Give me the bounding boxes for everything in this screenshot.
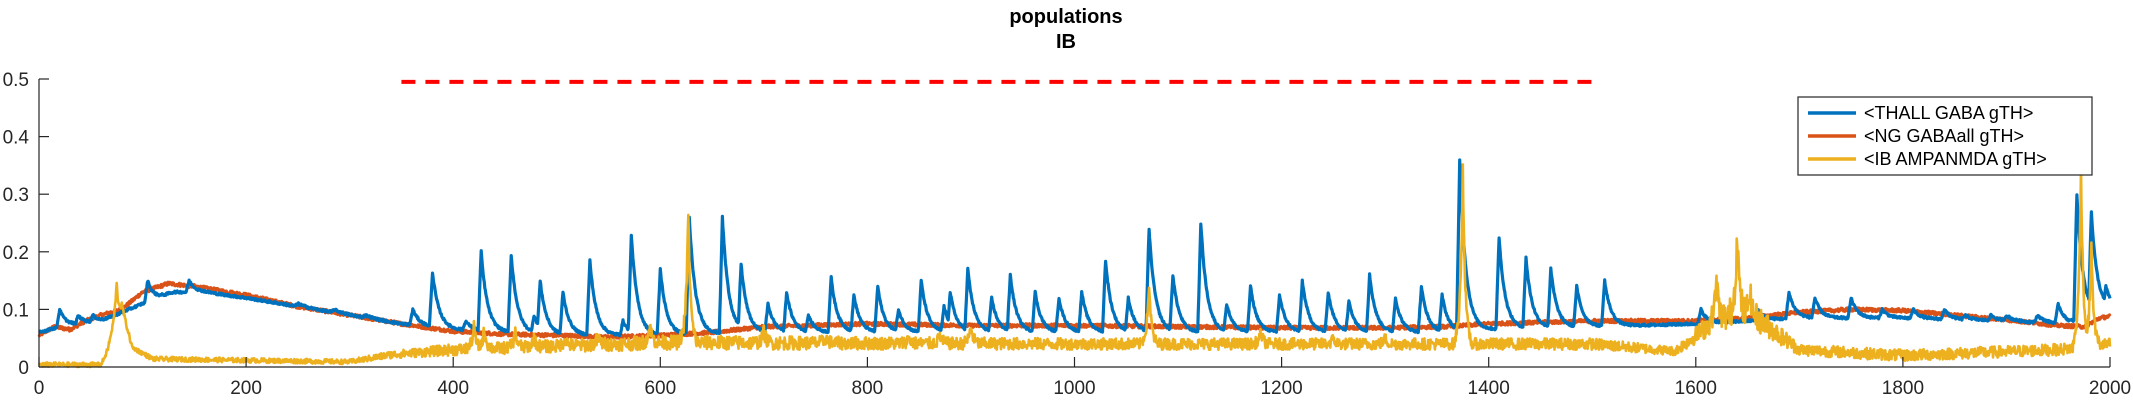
- x-tick-label: 2000: [2089, 378, 2131, 399]
- y-tick-label: 0.2: [3, 243, 29, 264]
- y-tick-label: 0.1: [3, 300, 29, 321]
- y-tick-label: 0.5: [3, 70, 29, 91]
- legend-label: <IB AMPANMDA gTH>: [1864, 149, 2047, 169]
- x-tick-label: 800: [852, 378, 884, 399]
- x-tick-label: 0: [34, 378, 45, 399]
- chart-subtitle: IB: [1056, 31, 1076, 53]
- x-tick-label: 1200: [1260, 378, 1302, 399]
- axes-layer: 0 200 400 600 800 1000 1200 1400 1600 1800 2000 0 0.…: [3, 70, 2132, 399]
- y-tick-label: 0: [18, 358, 29, 379]
- x-tick-label: 1000: [1053, 378, 1095, 399]
- legend: <THALL GABA gTH> <NG GABAall gTH> <IB AMPA…: [1797, 96, 2093, 176]
- x-tick-label: 600: [644, 378, 676, 399]
- x-tick-label: 400: [437, 378, 469, 399]
- y-tick-label: 0.3: [3, 185, 29, 206]
- legend-label: <NG GABAall gTH>: [1864, 126, 2024, 146]
- series-line-ib-ampanmda: [37, 163, 2112, 369]
- chart-title: populations: [1009, 6, 1122, 28]
- x-tick-label: 200: [230, 378, 262, 399]
- x-tick-label: 1600: [1675, 378, 1717, 399]
- legend-label: <THALL GABA gTH>: [1864, 103, 2033, 123]
- x-tick-label: 1800: [1882, 378, 1924, 399]
- x-tick-label: 1400: [1468, 378, 1510, 399]
- series-layer: [37, 158, 2112, 369]
- series-line-thall-gaba: [37, 158, 2112, 338]
- y-tick-label: 0.4: [3, 128, 30, 149]
